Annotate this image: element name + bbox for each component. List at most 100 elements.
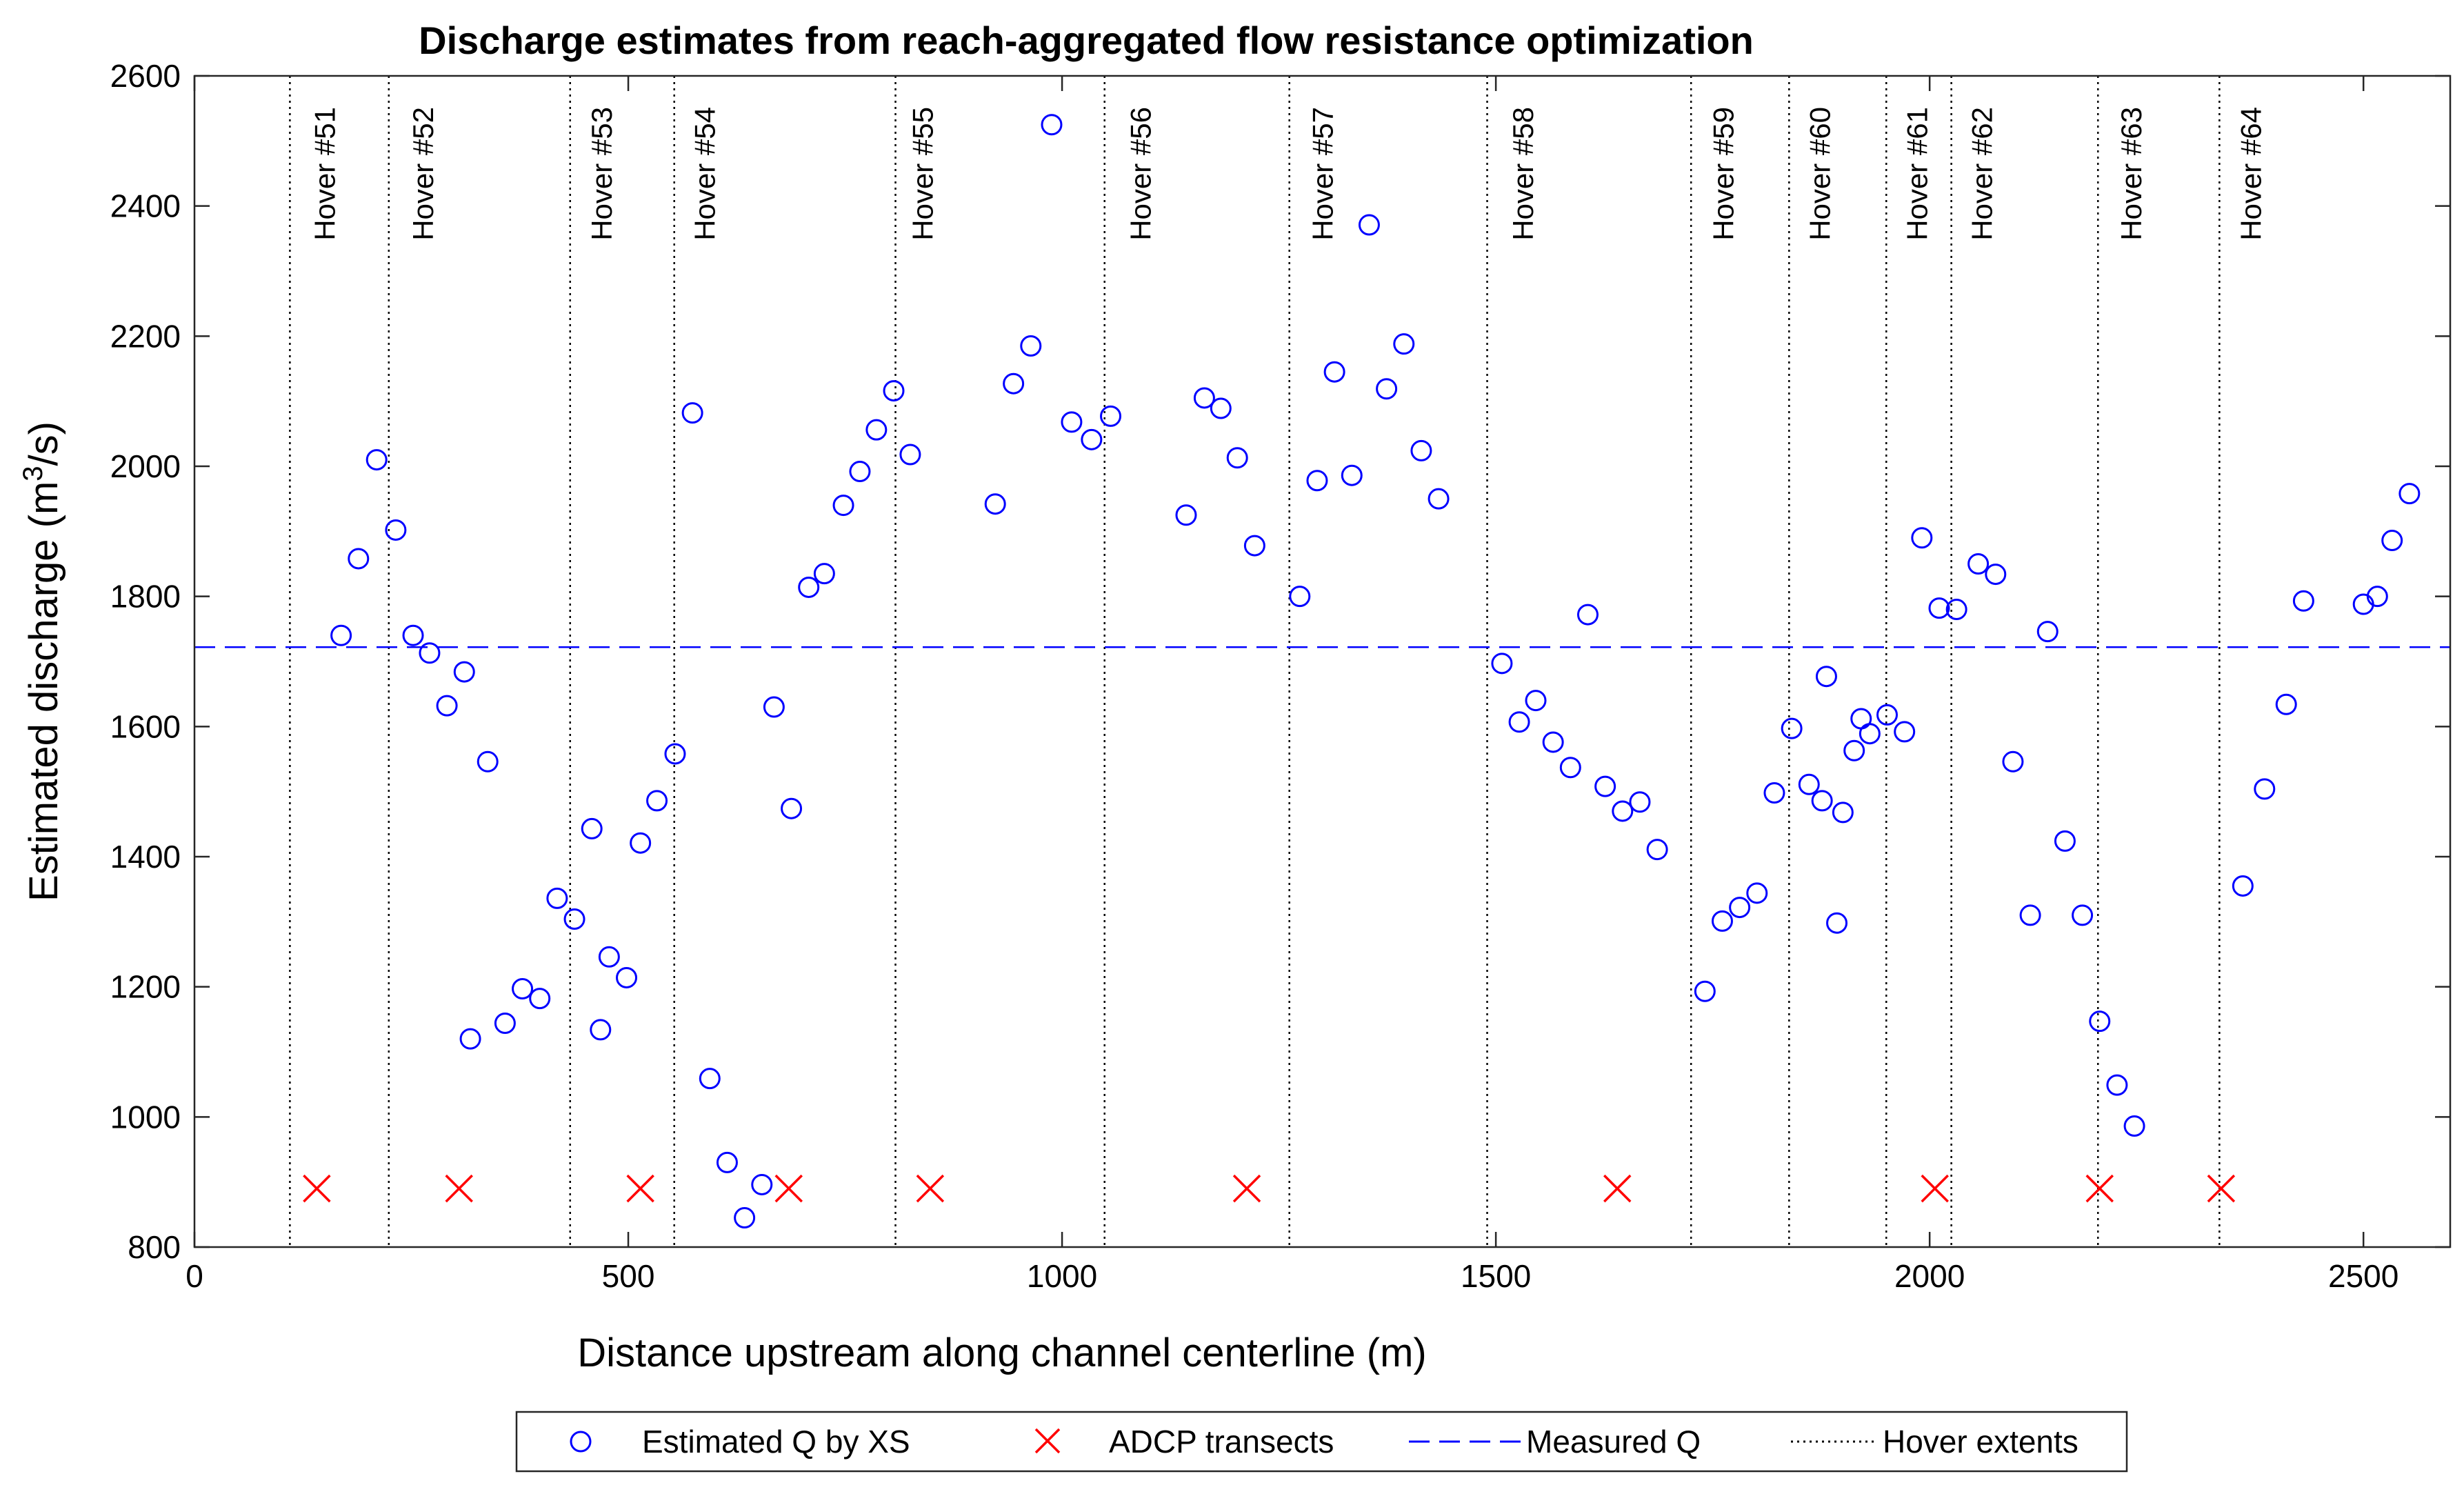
adcp-point <box>1603 1174 1632 1203</box>
plot-background <box>194 76 2450 1247</box>
adcp-point <box>445 1174 473 1203</box>
plot-area: Hover #51 Hover #52 Hover #53 Hover #54 Hove… <box>193 74 2452 1248</box>
hover-label: Hover #56 <box>1124 107 1156 241</box>
estimated-q-point <box>1003 372 1025 395</box>
estimated-q-point <box>1746 882 1768 904</box>
estimated-q-point <box>1694 980 1716 1002</box>
legend: Estimated Q by XS ADCP transects Measure… <box>515 1411 2128 1473</box>
legend-label-estimated: Estimated Q by XS <box>642 1424 910 1460</box>
y-tick-label: 1200 <box>110 969 181 1005</box>
estimated-q-point <box>1876 704 1899 726</box>
x-tick-labels: 0 500 1000 1500 2000 2500 <box>186 1258 2398 1294</box>
estimated-q-point <box>646 790 668 812</box>
y-axis-label-sup: 3 <box>18 466 48 481</box>
estimated-q-point <box>2254 778 2276 800</box>
y-tick-labels: 800 1000 1200 1400 1600 1800 2000 2200 2400 2600 <box>110 58 181 1265</box>
estimated-q-point <box>1859 723 1881 745</box>
estimated-q-point <box>813 563 835 585</box>
y-tick-label: 2600 <box>110 58 181 94</box>
y-tick-label: 1000 <box>110 1099 181 1135</box>
hover-label: Hover #54 <box>689 107 721 241</box>
hover-label: Hover #55 <box>907 107 939 241</box>
estimated-q-point <box>546 887 568 909</box>
estimated-q-point <box>365 449 388 471</box>
estimated-q-point <box>865 419 888 441</box>
estimated-q-point <box>1491 653 1513 675</box>
estimated-q-points <box>330 114 2421 1229</box>
adcp-point-stroke <box>916 1174 945 1203</box>
x-tick-label: 1500 <box>1461 1258 1531 1294</box>
estimated-q-point <box>2366 586 2388 608</box>
estimated-q-point <box>1210 397 1232 419</box>
estimated-q-point <box>581 817 603 839</box>
y-axis-label-main: Estimated discharge (m <box>21 481 66 902</box>
chart-title: Discharge estimates from reach-aggregate… <box>419 19 1754 62</box>
y-tick-label: 2200 <box>110 318 181 354</box>
legend-marker-estimated <box>570 1431 592 1453</box>
estimated-q-point <box>1376 378 1398 400</box>
plot-frame <box>193 74 2452 1248</box>
estimated-q-point <box>1711 910 1733 932</box>
estimated-q-point <box>1525 690 1547 712</box>
adcp-point-stroke <box>626 1174 654 1203</box>
estimated-q-point <box>2089 1010 2111 1033</box>
estimated-q-point <box>1289 586 1311 608</box>
estimated-q-point <box>2381 530 2403 552</box>
estimated-q-point <box>1629 791 1651 813</box>
estimated-q-point <box>563 908 585 930</box>
estimated-q-point <box>2106 1074 2128 1096</box>
estimated-q-point <box>1020 335 1042 357</box>
adcp-point <box>303 1174 331 1203</box>
estimated-q-point <box>1646 839 1668 861</box>
hover-label: Hover #58 <box>1507 107 1539 241</box>
adcp-point <box>916 1174 945 1203</box>
estimated-q-point <box>899 444 921 466</box>
adcp-point-stroke <box>303 1174 331 1203</box>
x-tick-label: 2500 <box>2328 1258 2398 1294</box>
adcp-point <box>1232 1174 1261 1203</box>
adcp-point-stroke <box>2207 1174 2236 1203</box>
estimated-q-point <box>512 977 534 999</box>
estimated-q-point <box>1576 604 1599 626</box>
estimated-q-point <box>1243 535 1265 557</box>
estimated-q-point <box>1175 504 1197 526</box>
hover-label: Hover #64 <box>2235 107 2267 241</box>
estimated-q-point <box>1763 782 1785 804</box>
estimated-q-point <box>436 695 458 717</box>
estimated-q-point <box>453 661 475 683</box>
adcp-point-stroke <box>445 1174 473 1203</box>
legend-box <box>515 1411 2128 1473</box>
estimated-q-point <box>1781 717 1803 739</box>
estimated-q-point <box>751 1173 773 1195</box>
hover-label: Hover #60 <box>1803 107 1836 241</box>
estimated-q-point <box>1193 387 1215 409</box>
adcp-point <box>626 1174 654 1203</box>
adcp-points <box>303 1174 2236 1203</box>
estimated-q-point <box>630 832 652 854</box>
estimated-q-point <box>2398 483 2421 505</box>
estimated-q-point <box>1041 114 1063 136</box>
estimated-q-point <box>1815 666 1837 688</box>
estimated-q-point <box>1508 711 1530 733</box>
estimated-q-point <box>781 797 803 819</box>
y-tick-label: 1400 <box>110 839 181 875</box>
estimated-q-point <box>477 750 499 773</box>
estimated-q-point <box>529 988 551 1010</box>
estimated-q-point <box>2002 750 2024 773</box>
estimated-q-point <box>716 1151 738 1173</box>
estimated-q-point <box>2275 693 2297 715</box>
estimated-q-point <box>616 966 638 988</box>
adcp-point <box>1921 1174 1949 1203</box>
y-tick-label: 2400 <box>110 188 181 224</box>
estimated-q-point <box>1798 773 1820 795</box>
hover-label: Hover #51 <box>309 107 341 241</box>
estimated-q-point <box>494 1012 516 1034</box>
estimated-q-point <box>1081 428 1103 450</box>
estimated-q-point <box>1928 597 1950 619</box>
estimated-q-point <box>699 1068 721 1090</box>
estimated-q-point <box>1061 411 1083 433</box>
y-tick-label: 2000 <box>110 448 181 484</box>
estimated-q-point <box>348 548 370 570</box>
estimated-q-point <box>1428 488 1450 510</box>
